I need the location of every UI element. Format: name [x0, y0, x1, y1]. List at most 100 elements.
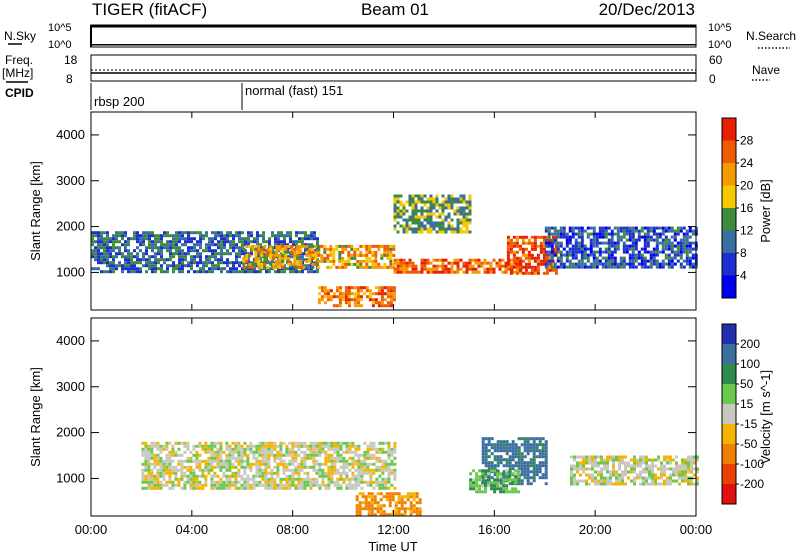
range-gate-cell — [365, 250, 369, 254]
range-gate-cell — [208, 240, 211, 244]
range-gate-cell — [378, 441, 382, 445]
range-gate-cell — [642, 482, 645, 486]
range-gate-cell — [321, 444, 325, 448]
range-gate-cell — [327, 474, 331, 478]
range-gate-cell — [283, 240, 286, 244]
range-gate-cell — [245, 265, 249, 269]
range-gate-cell — [589, 226, 593, 230]
range-gate-cell — [94, 255, 97, 259]
range-gate-cell — [643, 262, 647, 266]
range-gate-cell — [258, 468, 262, 472]
range-gate-cell — [512, 235, 516, 239]
range-gate-cell — [511, 464, 515, 468]
range-gate-cell — [112, 258, 115, 262]
range-gate-cell — [318, 450, 322, 454]
range-gate-cell — [210, 456, 214, 460]
range-gate-cell — [493, 473, 497, 477]
range-gate-cell — [235, 246, 238, 250]
range-gate-cell — [205, 264, 208, 268]
range-gate-cell — [664, 226, 668, 230]
range-gate-cell — [260, 253, 264, 257]
range-gate-cell — [303, 483, 307, 487]
range-gate-cell — [148, 240, 151, 244]
range-gate-cell — [405, 221, 409, 225]
range-gate-cell — [159, 459, 163, 463]
range-gate-cell — [394, 507, 398, 511]
range-gate-cell — [127, 261, 130, 265]
range-gate-cell — [676, 232, 680, 236]
range-gate-cell — [654, 479, 657, 483]
range-gate-cell — [622, 235, 626, 239]
range-gate-cell — [580, 232, 584, 236]
range-gate-cell — [243, 477, 247, 481]
range-gate-cell — [508, 467, 512, 471]
range-gate-cell — [618, 476, 621, 480]
range-gate-cell — [228, 447, 232, 451]
range-gate-cell — [637, 232, 641, 236]
range-gate-cell — [213, 450, 217, 454]
range-gate-cell — [631, 232, 635, 236]
range-gate-cell — [619, 262, 623, 266]
range-gate-cell — [364, 504, 368, 508]
colorbar-tick-label: 16 — [740, 201, 754, 215]
range-gate-cell — [254, 250, 258, 254]
range-gate-cell — [245, 244, 249, 248]
range-gate-cell — [396, 230, 400, 234]
range-gate-cell — [171, 450, 175, 454]
range-gate-cell — [577, 247, 581, 251]
range-gate-cell — [618, 461, 621, 465]
range-gate-cell — [462, 206, 466, 210]
range-gate-cell — [136, 270, 139, 274]
range-gate-cell — [213, 453, 217, 457]
range-gate-cell — [306, 477, 310, 481]
range-gate-cell — [162, 477, 166, 481]
range-gate-cell — [664, 241, 668, 245]
range-gate-cell — [187, 264, 190, 268]
range-gate-cell — [286, 249, 289, 253]
range-gate-cell — [163, 258, 166, 262]
range-gate-cell — [636, 458, 639, 462]
range-gate-cell — [622, 262, 626, 266]
range-gate-cell — [237, 453, 241, 457]
range-gate-cell — [417, 221, 421, 225]
range-gate-cell — [339, 483, 343, 487]
range-gate-cell — [273, 453, 277, 457]
range-gate-cell — [344, 295, 348, 299]
range-gate-cell — [264, 441, 268, 445]
range-gate-cell — [409, 501, 413, 505]
range-gate-cell — [565, 238, 569, 242]
range-gate-cell — [631, 262, 635, 266]
range-gate-cell — [181, 243, 184, 247]
range-gate-cell — [162, 483, 166, 487]
range-gate-cell — [597, 473, 600, 477]
range-gate-cell — [459, 200, 463, 204]
range-gate-cell — [363, 465, 367, 469]
freq-label-2: [MHz] — [2, 66, 33, 80]
range-gate-cell — [150, 477, 154, 481]
range-gate-cell — [222, 486, 226, 490]
range-gate-cell — [246, 474, 250, 478]
range-gate-cell — [351, 459, 355, 463]
range-gate-cell — [315, 453, 319, 457]
range-gate-cell — [576, 461, 579, 465]
range-gate-cell — [535, 437, 539, 441]
range-gate-cell — [177, 468, 181, 472]
range-gate-cell — [402, 258, 406, 262]
range-gate-cell — [490, 461, 494, 465]
range-gate-cell — [676, 247, 680, 251]
range-gate-cell — [311, 244, 315, 248]
range-gate-cell — [502, 446, 506, 450]
range-gate-cell — [622, 250, 626, 254]
range-gate-cell — [383, 265, 387, 269]
range-gate-cell — [604, 259, 608, 263]
range-gate-cell — [219, 450, 223, 454]
range-gate-cell — [389, 265, 393, 269]
range-gate-cell — [592, 232, 596, 236]
velocity-colorbar-label: Velocity [m s^-1] — [758, 370, 773, 464]
range-gate-cell — [320, 286, 324, 290]
range-gate-cell — [300, 462, 304, 466]
range-gate-cell — [583, 247, 587, 251]
range-gate-cell — [278, 253, 282, 257]
range-gate-cell — [341, 244, 345, 248]
